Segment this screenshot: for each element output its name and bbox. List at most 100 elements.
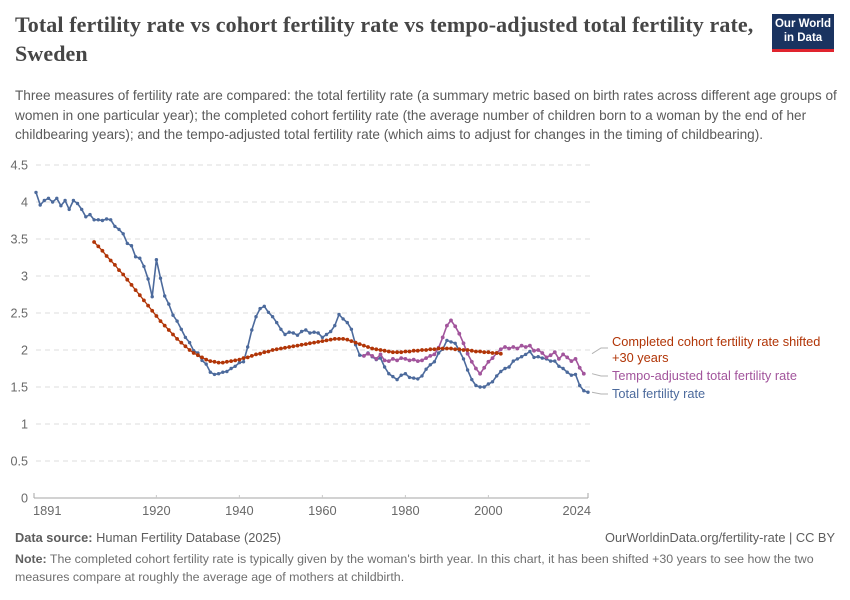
data-point[interactable] <box>386 349 391 354</box>
data-point[interactable] <box>586 390 590 394</box>
data-point[interactable] <box>503 366 507 371</box>
data-point[interactable] <box>358 353 362 357</box>
data-point[interactable] <box>125 277 130 282</box>
data-point[interactable] <box>71 198 76 203</box>
owid-logo[interactable]: Our World in Data <box>772 14 834 52</box>
data-point[interactable] <box>407 358 412 363</box>
data-point[interactable] <box>474 349 478 354</box>
data-point[interactable] <box>370 354 375 358</box>
data-point[interactable] <box>96 244 101 249</box>
data-point[interactable] <box>324 332 329 337</box>
data-point[interactable] <box>287 330 291 334</box>
data-point[interactable] <box>395 358 399 363</box>
data-point[interactable] <box>50 200 55 204</box>
data-point[interactable] <box>569 359 574 363</box>
data-point[interactable] <box>137 293 142 298</box>
data-point[interactable] <box>420 348 424 352</box>
data-point[interactable] <box>465 348 470 352</box>
data-point[interactable] <box>391 374 395 379</box>
data-point[interactable] <box>154 314 159 318</box>
data-point[interactable] <box>548 359 553 363</box>
data-point[interactable] <box>449 346 453 351</box>
data-point[interactable] <box>445 323 449 328</box>
data-point[interactable] <box>146 303 151 308</box>
data-point[interactable] <box>478 371 482 376</box>
data-point[interactable] <box>432 352 437 357</box>
data-point[interactable] <box>498 351 503 356</box>
data-point[interactable] <box>503 345 507 349</box>
data-point[interactable] <box>233 364 237 368</box>
data-point[interactable] <box>528 343 532 348</box>
data-point[interactable] <box>216 372 221 376</box>
data-point[interactable] <box>366 345 370 349</box>
legend-label-cohort-line1[interactable]: Completed cohort fertility rate shifted <box>612 334 820 349</box>
data-point[interactable] <box>324 338 329 343</box>
data-point[interactable] <box>175 337 180 341</box>
data-point[interactable] <box>204 357 209 362</box>
owid-citation-link[interactable]: OurWorldinData.org/fertility-rate | CC B… <box>605 530 835 545</box>
data-point[interactable] <box>55 196 59 200</box>
data-point[interactable] <box>382 365 387 369</box>
data-point[interactable] <box>378 356 383 360</box>
data-point[interactable] <box>403 349 408 354</box>
series-line[interactable] <box>363 319 585 375</box>
data-point[interactable] <box>117 268 121 272</box>
data-point[interactable] <box>515 357 520 361</box>
data-point[interactable] <box>482 385 486 389</box>
data-point[interactable] <box>142 298 146 303</box>
data-point[interactable] <box>411 357 416 362</box>
data-point[interactable] <box>561 352 565 357</box>
data-point[interactable] <box>428 354 433 358</box>
data-point[interactable] <box>424 356 428 360</box>
data-point[interactable] <box>208 359 213 363</box>
data-point[interactable] <box>536 355 540 359</box>
data-point[interactable] <box>38 203 42 207</box>
data-point[interactable] <box>316 340 321 344</box>
data-point[interactable] <box>295 343 300 348</box>
data-point[interactable] <box>34 190 38 195</box>
data-point[interactable] <box>220 360 225 365</box>
data-point[interactable] <box>391 350 395 355</box>
data-point[interactable] <box>362 343 366 348</box>
data-point[interactable] <box>279 327 283 331</box>
data-point[interactable] <box>254 315 258 319</box>
data-point[interactable] <box>386 359 391 363</box>
data-point[interactable] <box>581 371 586 376</box>
data-point[interactable] <box>258 306 262 311</box>
data-point[interactable] <box>353 340 358 345</box>
data-point[interactable] <box>440 346 445 351</box>
data-point[interactable] <box>490 351 495 355</box>
data-point[interactable] <box>565 355 570 360</box>
data-point[interactable] <box>445 338 449 343</box>
data-point[interactable] <box>345 337 350 342</box>
data-point[interactable] <box>63 198 67 203</box>
data-point[interactable] <box>212 372 217 377</box>
data-point[interactable] <box>561 366 565 371</box>
data-point[interactable] <box>582 389 586 393</box>
data-point[interactable] <box>129 244 134 248</box>
data-point[interactable] <box>121 272 126 277</box>
data-point[interactable] <box>395 350 399 355</box>
data-point[interactable] <box>498 347 503 352</box>
data-point[interactable] <box>457 331 462 336</box>
data-point[interactable] <box>540 356 544 360</box>
data-point[interactable] <box>270 315 275 319</box>
data-point[interactable] <box>370 346 375 351</box>
data-point[interactable] <box>378 348 383 352</box>
data-point[interactable] <box>171 313 175 317</box>
data-point[interactable] <box>245 355 250 360</box>
data-point[interactable] <box>573 357 578 361</box>
data-point[interactable] <box>291 331 295 335</box>
data-point[interactable] <box>225 359 229 364</box>
data-point[interactable] <box>428 363 432 367</box>
legend-label-cohort-line2[interactable]: +30 years <box>612 350 669 365</box>
data-point[interactable] <box>474 383 478 388</box>
data-point[interactable] <box>295 333 300 337</box>
data-point[interactable] <box>125 241 129 246</box>
data-point[interactable] <box>262 304 266 308</box>
data-point[interactable] <box>495 374 499 378</box>
data-point[interactable] <box>104 217 109 221</box>
data-point[interactable] <box>138 256 142 260</box>
data-point[interactable] <box>532 355 536 360</box>
data-point[interactable] <box>436 351 441 355</box>
